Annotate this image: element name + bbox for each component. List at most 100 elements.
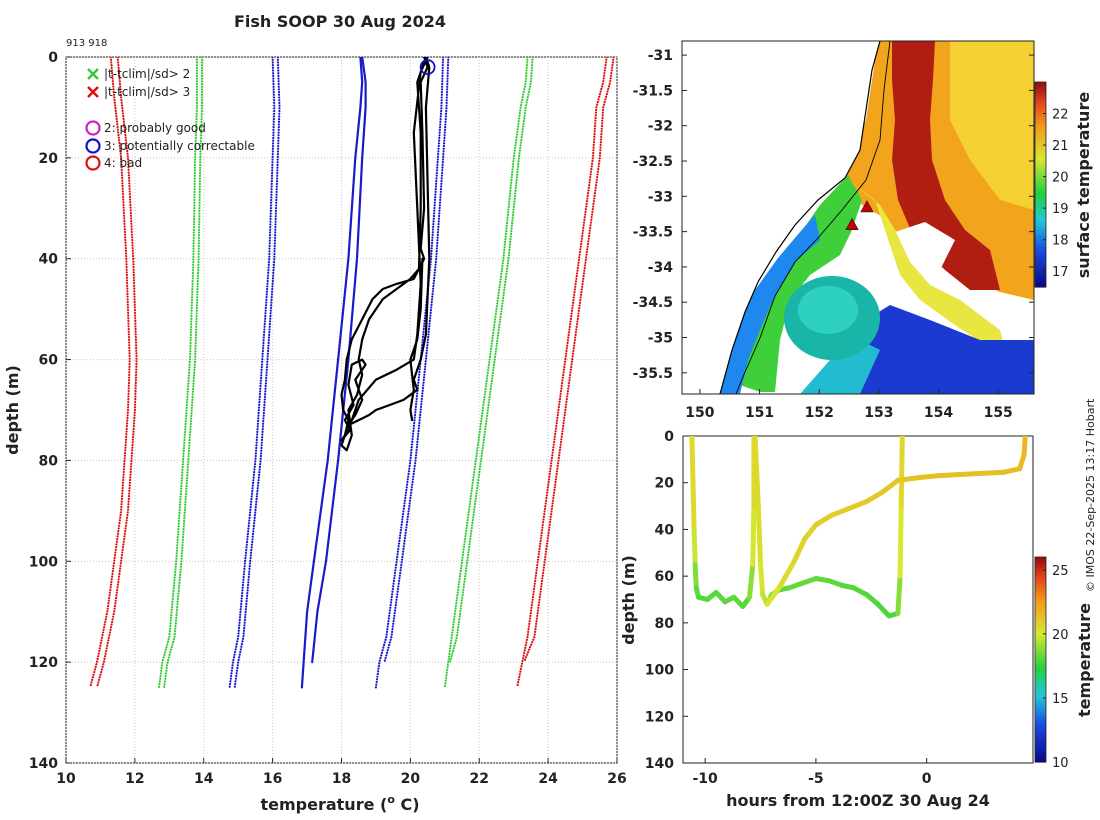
legend-label: 2: probably good (104, 121, 206, 135)
time-colorbar-step (1035, 591, 1046, 596)
map-colorbar-step (1035, 205, 1046, 210)
map-colorbar-step (1035, 198, 1046, 203)
legend-circle-marker (85, 120, 101, 136)
time-colorbar-step (1035, 604, 1046, 609)
time-colorbar-step (1035, 662, 1046, 667)
profile-x-label: temperature (o C) (260, 793, 419, 814)
map-colorbar-step (1035, 246, 1046, 251)
time-colorbar-step (1035, 625, 1046, 630)
flag-marker-circle (419, 59, 436, 75)
map-colorbar-step (1035, 232, 1046, 237)
map-colorbar-step (1035, 123, 1046, 128)
map-x-tick-label: 153 (864, 405, 893, 421)
map-colorbar-step (1035, 92, 1046, 97)
time-y-tick-label: 100 (645, 663, 674, 679)
time-track-segment (935, 472, 963, 479)
map-colorbar-step (1035, 273, 1046, 278)
time-colorbar-step (1035, 563, 1046, 568)
map-station-marker (845, 217, 859, 230)
time-track-segment (750, 503, 757, 567)
time-x-ticks: -10 -5 0 (693, 758, 932, 787)
map-eddy-core (798, 286, 858, 334)
map-colorbar-step (1035, 228, 1046, 233)
time-track-segment (692, 562, 699, 591)
map-colorbar-step (1035, 167, 1046, 172)
time-colorbar-step (1035, 659, 1046, 664)
map-colorbar-step (1035, 256, 1046, 261)
map-x-tick-label: 150 (685, 405, 714, 421)
profile-grid (65, 56, 618, 764)
map-colorbar-step (1035, 263, 1046, 268)
map-colorbar-tick-label: 19 (1052, 202, 1069, 217)
map-colorbar-step (1035, 140, 1046, 145)
time-colorbar-step (1035, 557, 1046, 562)
map-y-tick-label: -33 (648, 189, 673, 205)
map-y-tick-label: -34 (648, 260, 674, 276)
time-y-tick-label: 120 (645, 709, 674, 725)
time-track-segment (747, 562, 756, 600)
time-track-segment (755, 503, 763, 567)
time-colorbar-step (1035, 758, 1046, 763)
time-colorbar-step (1035, 621, 1046, 626)
map-south-cold (840, 305, 1034, 394)
profile-y-tick-label: 60 (39, 353, 59, 369)
time-track-segment (802, 522, 819, 542)
time-y-ticks: 0 20 40 60 80 100 120 140 (645, 429, 688, 772)
profile-y-tick-label: 140 (29, 756, 58, 772)
time-depth-panel: -10 -5 0 0 20 40 60 80 100 120 140 hours from 12:… (619, 429, 1094, 810)
profile-x-tick-label: 24 (538, 771, 558, 787)
profile-y-tick-label: 120 (29, 655, 58, 671)
time-track-segment (895, 475, 919, 483)
time-colorbar-step (1035, 690, 1046, 695)
time-x-tick-label: -5 (808, 771, 824, 787)
time-track-segment (778, 559, 797, 588)
map-colorbar-step (1035, 269, 1046, 274)
time-track-segment (828, 505, 852, 518)
time-track-segment (864, 489, 885, 504)
map-colorbar-step (1035, 126, 1046, 131)
ids-label: 913 918 (66, 38, 107, 49)
time-track-segment (689, 436, 696, 486)
map-colorbar-step (1035, 222, 1046, 227)
time-track-segment (898, 436, 905, 509)
map-colorbar-step (1035, 218, 1046, 223)
time-colorbar-step (1035, 724, 1046, 729)
time-x-tick-label: -10 (693, 771, 719, 787)
time-track-segment (813, 512, 834, 528)
time-colorbar-step (1035, 645, 1046, 650)
map-colorbar-step (1035, 208, 1046, 213)
time-track-segment (1021, 436, 1028, 458)
time-colorbar-step (1035, 700, 1046, 705)
time-colorbar-step (1035, 601, 1046, 606)
map-coastline (719, 41, 881, 394)
profile-series (89, 57, 615, 689)
map-colorbar-step (1035, 85, 1046, 90)
map-coastal-cool (712, 215, 820, 394)
map-colorbar-step (1035, 157, 1046, 162)
time-y-tick-label: 40 (655, 522, 675, 538)
profile-series-clim-2sd-a (157, 57, 198, 689)
time-track-segment (758, 562, 766, 598)
map-colorbar-step (1035, 177, 1046, 182)
time-colorbar-step (1035, 693, 1046, 698)
time-colorbar-step (1035, 594, 1046, 599)
map-colorbar-step (1035, 266, 1046, 271)
map-y-tick-label: -35.5 (633, 366, 673, 382)
map-colorbar-tick-label: 17 (1052, 265, 1069, 280)
time-colorbar-step (1035, 656, 1046, 661)
profile-y-label: depth (m) (3, 365, 22, 455)
legend-circle-marker (85, 155, 101, 171)
time-colorbar-step (1035, 748, 1046, 753)
time-colorbar-step (1035, 587, 1046, 592)
time-y-tick-label: 20 (655, 476, 675, 492)
map-colorbar-step (1035, 187, 1046, 192)
map-colorbar-step (1035, 88, 1046, 93)
map-colorbar-tick-label: 20 (1052, 171, 1069, 186)
time-track-segment (913, 473, 941, 481)
map-stations (845, 200, 874, 230)
time-colorbar-step (1035, 703, 1046, 708)
map-colorbar-step (1035, 82, 1046, 87)
profile-y-tick-label: 20 (39, 151, 59, 167)
profile-x-tick-label: 14 (194, 771, 214, 787)
